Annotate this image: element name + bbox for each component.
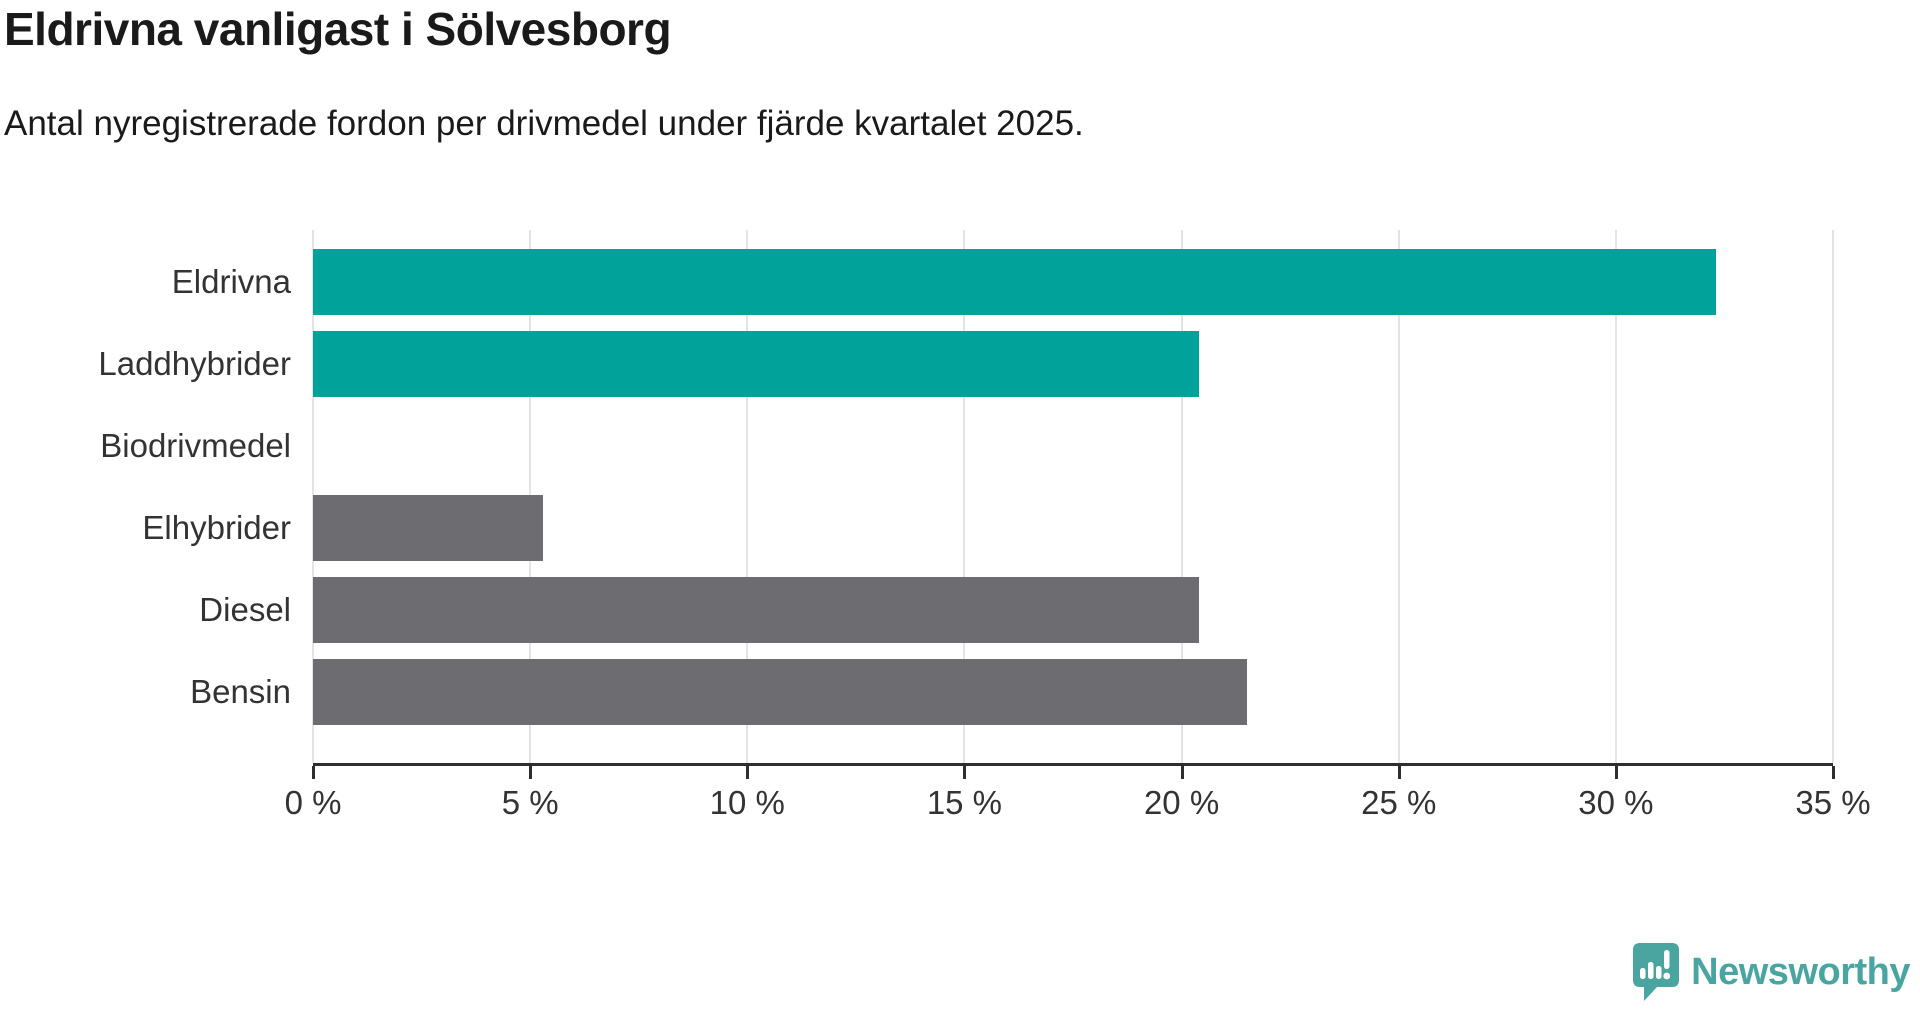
x-axis-tick [1832,766,1835,779]
category-labels: Eldrivna Laddhybrider Biodrivmedel Elhybrid… [0,230,291,763]
x-axis-tick [963,766,967,779]
x-axis-tick-label: 30 % [1578,784,1654,821]
gridline [1397,230,1400,763]
bar-elhybrider [313,495,544,561]
x-axis-tick [1397,766,1401,779]
x-axis-tick [1180,766,1184,779]
bar-bensin [313,659,1247,725]
plot-area [312,230,1834,766]
chart-subtitle: Antal nyregistrerade fordon per drivmede… [4,104,1084,143]
gridline [1180,230,1183,763]
x-axis-tick-label: 0 % [284,784,342,821]
category-label-biodrivmedel: Biodrivmedel [100,427,291,464]
gridline [963,230,966,763]
category-label-bensin: Bensin [190,673,291,710]
x-axis-tick-label: 5 % [501,784,559,821]
bar-diesel [313,577,1199,643]
chart-title: Eldrivna vanligast i Sölvesborg [4,3,672,55]
x-axis-tick [312,766,315,779]
gridline [1614,230,1617,763]
x-axis-tick-label: 35 % [1795,784,1871,821]
brand-name: Newsworthy [1691,950,1910,993]
x-axis-tick [746,766,750,779]
category-label-eldrivna: Eldrivna [171,263,291,300]
x-axis-tick-label: 20 % [1143,784,1220,821]
x-axis-tick-label: 25 % [1361,784,1437,821]
x-axis-tick-label: 15 % [926,784,1003,821]
x-axis: 0 % 5 % 10 % 15 % 20 % 25 % 30 % 35 % [285,766,1871,846]
brand-footer: Newsworthy [1631,942,1910,1002]
category-label-diesel: Diesel [199,591,291,628]
bar-laddhybrider [313,331,1199,397]
category-label-elhybrider: Elhybrider [142,509,291,546]
bar-eldrivna [313,249,1716,315]
x-axis-tick [1614,766,1618,779]
x-axis-tick-label: 10 % [709,784,785,821]
x-axis-tick [529,766,533,779]
gridline [746,230,749,763]
gridline [1832,230,1834,763]
newsworthy-speech-bubble-chart-icon [1633,943,1680,1001]
category-label-laddhybrider: Laddhybrider [98,345,291,382]
